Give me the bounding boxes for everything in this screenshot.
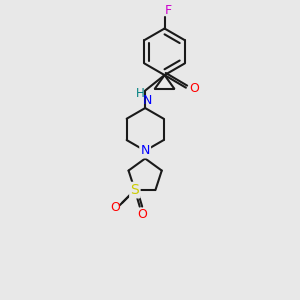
Text: N: N [142, 94, 152, 107]
Text: F: F [165, 4, 172, 16]
Text: O: O [110, 201, 120, 214]
Text: O: O [190, 82, 200, 95]
Text: H: H [136, 87, 145, 100]
Text: S: S [130, 183, 139, 197]
Text: N: N [140, 144, 150, 157]
Text: O: O [138, 208, 148, 221]
